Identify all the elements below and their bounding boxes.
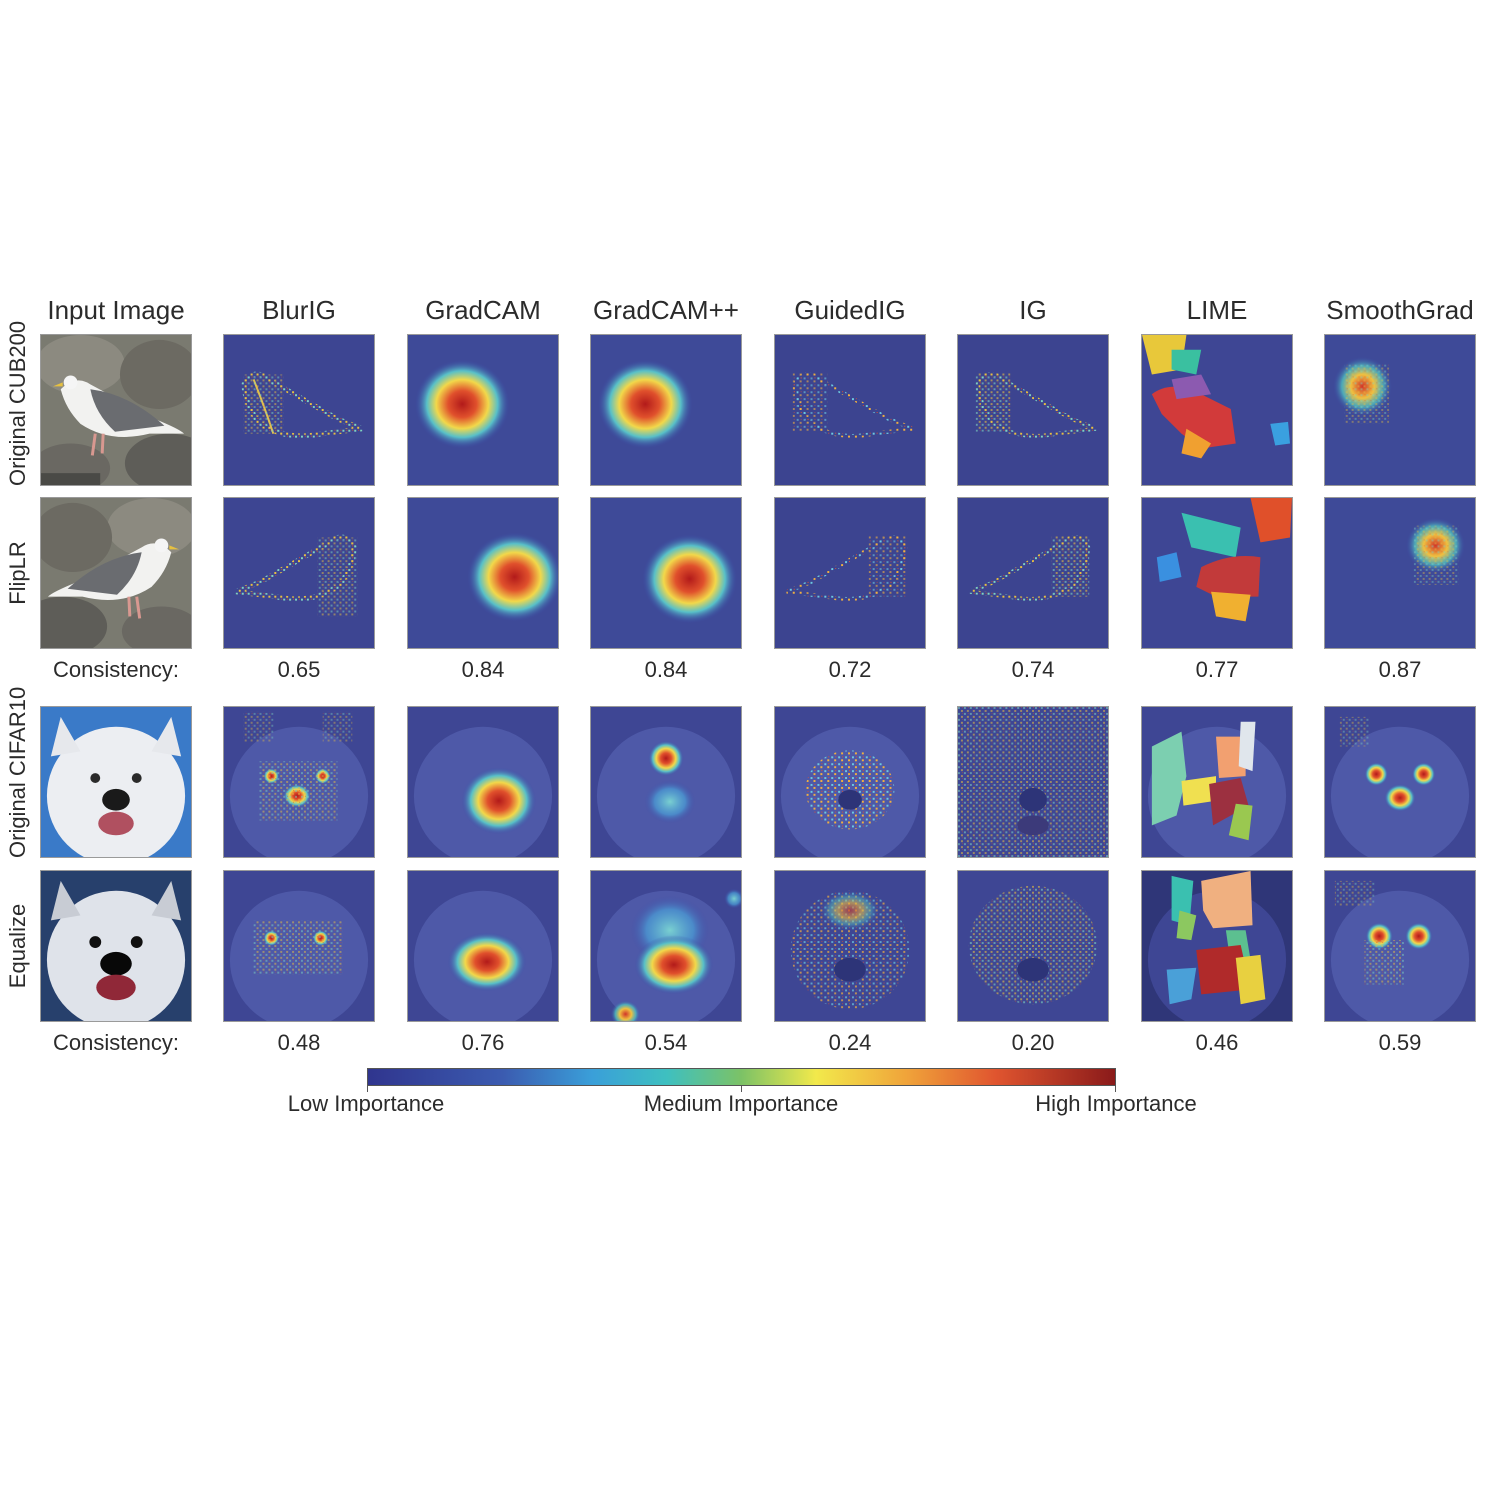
gradcampp-map-cub-original <box>590 334 742 486</box>
column-header-input-image: Input Image <box>47 295 185 325</box>
gradcam-map-cifar-equalize <box>407 870 559 1022</box>
colorbar-label-low: Low Importance <box>287 1091 445 1116</box>
column-header-gradcampp: GradCAM++ <box>593 295 739 325</box>
gradcampp-map-cub-fliplr <box>590 497 742 649</box>
input-image-dog <box>40 706 192 858</box>
consistency-label-cub: Consistency: <box>53 657 179 682</box>
ig-map-cub-original <box>957 334 1109 486</box>
column-header-guidedig: GuidedIG <box>794 295 906 325</box>
consistency-value: 0.84 <box>644 657 688 682</box>
consistency-value: 0.59 <box>1378 1030 1422 1055</box>
gradcam-map-cifar-original <box>407 706 559 858</box>
consistency-value: 0.76 <box>461 1030 505 1055</box>
colorbar-tick <box>367 1086 368 1092</box>
smoothgrad-map-cub-original <box>1324 334 1476 486</box>
consistency-value: 0.46 <box>1195 1030 1239 1055</box>
consistency-label-cifar: Consistency: <box>53 1030 179 1055</box>
ig-map-cifar-original <box>957 706 1109 858</box>
guidedig-map-cifar-original <box>774 706 926 858</box>
lime-map-cifar-original <box>1141 706 1293 858</box>
consistency-value: 0.24 <box>828 1030 872 1055</box>
blurig-map-cub-original <box>223 334 375 486</box>
gradcam-map-cub-fliplr <box>407 497 559 649</box>
guidedig-map-cifar-equalize <box>774 870 926 1022</box>
input-image-bird-flipped <box>40 497 192 649</box>
consistency-value: 0.65 <box>277 657 321 682</box>
input-image-bird <box>40 334 192 486</box>
row-label-equalize: Equalize <box>5 903 30 989</box>
consistency-value: 0.20 <box>1011 1030 1055 1055</box>
column-header-lime: LIME <box>1186 295 1248 325</box>
ig-map-cifar-equalize <box>957 870 1109 1022</box>
colorbar-tick <box>741 1086 742 1092</box>
consistency-value: 0.77 <box>1195 657 1239 682</box>
column-header-gradcam: GradCAM <box>425 295 541 325</box>
guidedig-map-cub-original <box>774 334 926 486</box>
column-header-blurig: BlurIG <box>262 295 336 325</box>
importance-colorbar <box>367 1068 1116 1086</box>
guidedig-map-cub-fliplr <box>774 497 926 649</box>
ig-map-cub-fliplr <box>957 497 1109 649</box>
lime-map-cifar-equalize <box>1141 870 1293 1022</box>
column-header-smoothgrad: SmoothGrad <box>1326 295 1474 325</box>
smoothgrad-map-cifar-equalize <box>1324 870 1476 1022</box>
consistency-value: 0.84 <box>461 657 505 682</box>
gradcampp-map-cifar-equalize <box>590 870 742 1022</box>
lime-map-cub-fliplr <box>1141 497 1293 649</box>
colorbar-label-high: High Importance <box>1035 1091 1197 1116</box>
smoothgrad-map-cub-fliplr <box>1324 497 1476 649</box>
consistency-value: 0.74 <box>1011 657 1055 682</box>
gradcam-map-cub-original <box>407 334 559 486</box>
smoothgrad-map-cifar-original <box>1324 706 1476 858</box>
blurig-map-cub-fliplr <box>223 497 375 649</box>
consistency-value: 0.54 <box>644 1030 688 1055</box>
colorbar-tick <box>1115 1086 1116 1092</box>
row-label-original-cifar10: Original CIFAR10 <box>5 686 30 858</box>
consistency-value: 0.48 <box>277 1030 321 1055</box>
row-label-fliplr: FlipLR <box>5 541 30 605</box>
blurig-map-cifar-equalize <box>223 870 375 1022</box>
row-label-original-cub200: Original CUB200 <box>5 320 30 486</box>
blurig-map-cifar-original <box>223 706 375 858</box>
input-image-dog-equalized <box>40 870 192 1022</box>
colorbar-label-medium: Medium Importance <box>643 1091 839 1116</box>
consistency-value: 0.87 <box>1378 657 1422 682</box>
lime-map-cub-original <box>1141 334 1293 486</box>
column-header-ig: IG <box>1019 295 1047 325</box>
gradcampp-map-cifar-original <box>590 706 742 858</box>
consistency-value: 0.72 <box>828 657 872 682</box>
